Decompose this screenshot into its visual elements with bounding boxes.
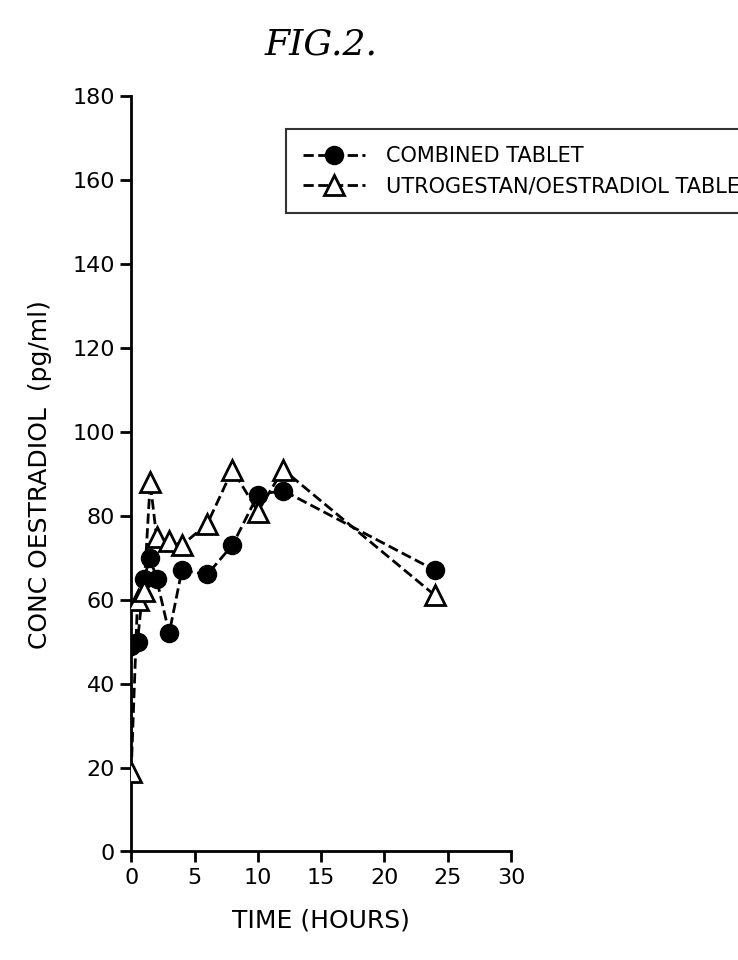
UTROGESTAN/OESTRADIOL TABLET  2mg [127,766,136,778]
UTROGESTAN/OESTRADIOL TABLET  2mg [228,464,237,475]
COMBINED TABLET [133,636,142,647]
Line: COMBINED TABLET: COMBINED TABLET [123,482,444,655]
Y-axis label: CONC OESTRADIOL  (pg/ml): CONC OESTRADIOL (pg/ml) [28,300,52,648]
UTROGESTAN/OESTRADIOL TABLET  2mg [279,464,288,475]
COMBINED TABLET [203,569,212,581]
COMBINED TABLET [152,573,161,585]
COMBINED TABLET [228,540,237,551]
UTROGESTAN/OESTRADIOL TABLET  2mg [177,540,186,551]
UTROGESTAN/OESTRADIOL TABLET  2mg [145,476,154,488]
UTROGESTAN/OESTRADIOL TABLET  2mg [133,594,142,606]
Title: FIG.2.: FIG.2. [265,28,378,61]
COMBINED TABLET [279,485,288,496]
UTROGESTAN/OESTRADIOL TABLET  2mg [203,518,212,530]
COMBINED TABLET [145,552,154,564]
Legend: COMBINED TABLET, UTROGESTAN/OESTRADIOL TABLET  2mg: COMBINED TABLET, UTROGESTAN/OESTRADIOL T… [286,130,738,213]
UTROGESTAN/OESTRADIOL TABLET  2mg [165,536,173,547]
UTROGESTAN/OESTRADIOL TABLET  2mg [430,589,439,601]
X-axis label: TIME (HOURS): TIME (HOURS) [232,908,410,932]
Line: UTROGESTAN/OESTRADIOL TABLET  2mg: UTROGESTAN/OESTRADIOL TABLET 2mg [122,460,445,781]
UTROGESTAN/OESTRADIOL TABLET  2mg [139,586,148,597]
UTROGESTAN/OESTRADIOL TABLET  2mg [152,531,161,542]
UTROGESTAN/OESTRADIOL TABLET  2mg [253,506,262,517]
COMBINED TABLET [253,490,262,501]
COMBINED TABLET [139,573,148,585]
COMBINED TABLET [127,640,136,652]
COMBINED TABLET [165,628,173,639]
COMBINED TABLET [430,564,439,576]
COMBINED TABLET [177,564,186,576]
